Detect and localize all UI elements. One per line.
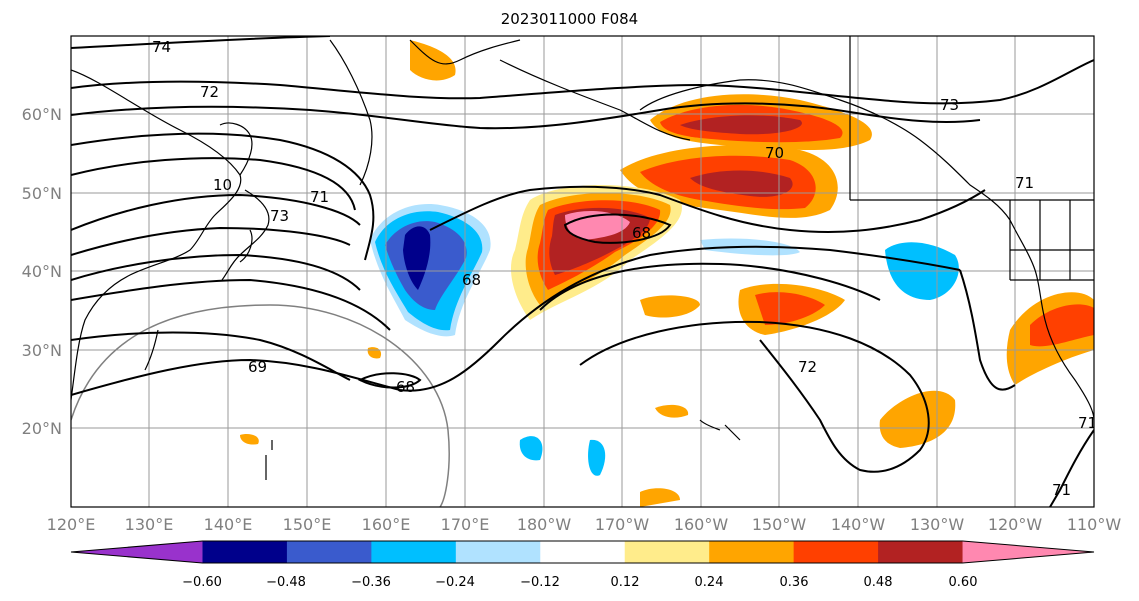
colorbar-extend-high: [962, 541, 1094, 563]
lon-label: 180°W: [517, 515, 572, 534]
contour-label: 73: [270, 207, 289, 225]
contour-label: 69: [248, 358, 267, 376]
colorbar-segment: [793, 541, 879, 563]
lon-label: 110°W: [1067, 515, 1122, 534]
colorbar-segment: [455, 541, 541, 563]
colorbar-tick-label: −0.12: [520, 575, 560, 590]
contour-label: 71: [1078, 414, 1097, 432]
contour-label: 73: [940, 96, 959, 114]
colorbar-segment: [878, 541, 964, 563]
height-contours: [71, 36, 1094, 507]
colorbar-tick-label: −0.60: [182, 575, 222, 590]
colorbar-segment: [371, 541, 457, 563]
longitude-labels: 120°E 130°E 140°E 150°E 160°E 170°E 180°…: [47, 515, 1122, 534]
lon-label: 140°E: [204, 515, 253, 534]
range-circle: [71, 304, 450, 507]
contour-label: 68: [462, 271, 481, 289]
colorbar-tick-label: 0.60: [949, 575, 978, 590]
colorbar-tick-label: 0.24: [695, 575, 724, 590]
lon-label: 130°W: [910, 515, 965, 534]
colorbar-outline: [70, 540, 1095, 564]
lon-label: 170°W: [595, 515, 650, 534]
lon-label: 140°W: [831, 515, 886, 534]
lon-label: 160°E: [362, 515, 411, 534]
map-area: 74 72 73 71 70 73 68 68 69 68 72 71 71 7…: [71, 36, 1097, 507]
lon-label: 130°E: [125, 515, 174, 534]
colorbar-tick-label: −0.48: [266, 575, 306, 590]
contour-label: 72: [200, 83, 219, 101]
colorbar-segment: [709, 541, 795, 563]
contour-label: 70: [765, 144, 784, 162]
contour-label: 71: [1015, 174, 1034, 192]
contour-label: 68: [396, 378, 415, 396]
lon-label: 170°E: [441, 515, 490, 534]
contour-label: 71: [1052, 481, 1071, 499]
colorbar-tick-label: 0.36: [780, 575, 809, 590]
lon-label: 150°E: [283, 515, 332, 534]
contour-label: 10: [213, 176, 232, 194]
coastlines: [71, 36, 1094, 480]
latitude-labels: 60°N 50°N 40°N 30°N 20°N: [22, 105, 62, 438]
contour-label: 71: [310, 188, 329, 206]
lon-label: 120°E: [47, 515, 96, 534]
gridlines: [71, 36, 1094, 507]
colorbar-tick-label: 0.48: [864, 575, 893, 590]
contour-label: 72: [798, 358, 817, 376]
colorbar-tick-label: 0.12: [611, 575, 640, 590]
colorbar-tick-label: −0.24: [435, 575, 475, 590]
lat-label: 40°N: [22, 262, 62, 281]
lat-label: 60°N: [22, 105, 62, 124]
contour-label: 74: [152, 38, 171, 56]
lon-label: 160°W: [674, 515, 729, 534]
colorbar-tick-labels: −0.60 −0.48 −0.36 −0.24 −0.12 0.12 0.24 …: [182, 575, 977, 590]
map-title: 2023011000 F084: [500, 10, 639, 28]
contour-label: 68: [632, 224, 651, 242]
lat-label: 50°N: [22, 184, 62, 203]
colorbar-segment: [286, 541, 372, 563]
colorbar-segment: [624, 541, 710, 563]
colorbar-segment: [540, 541, 626, 563]
colorbar-tick-label: −0.36: [351, 575, 391, 590]
colorbar-extend-low: [71, 541, 203, 563]
lon-label: 120°W: [988, 515, 1043, 534]
lat-label: 30°N: [22, 341, 62, 360]
map-frame: [70, 35, 1095, 508]
lat-label: 20°N: [22, 419, 62, 438]
lon-label: 150°W: [752, 515, 807, 534]
colorbar: [70, 540, 1095, 564]
contour-labels: 74 72 73 71 70 73 68 68 69 68 72 71 71 7…: [152, 38, 1097, 499]
colorbar-segment: [202, 541, 288, 563]
